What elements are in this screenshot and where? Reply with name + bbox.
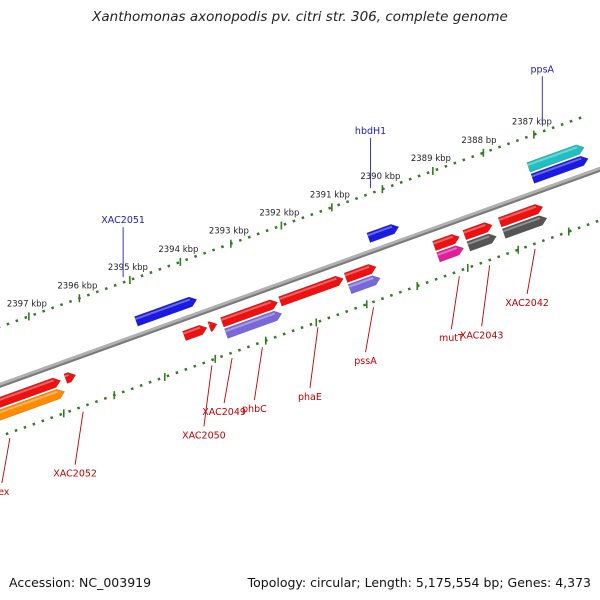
feature-label: XAC2042: [505, 298, 549, 309]
feature-highlight: [531, 157, 582, 178]
ruler-tick-label: 2396 kbp: [57, 281, 97, 291]
feature-highlight: [463, 223, 486, 234]
accession-text: Accession: NC_003919: [9, 575, 152, 590]
feature-highlight: [0, 379, 54, 401]
feature-arrow: [526, 144, 585, 173]
ruler-tick-label: 2388 bp: [461, 136, 496, 146]
label-leader: [1, 437, 11, 484]
forward-strand-features: [134, 144, 589, 327]
map-title: Xanthomonas axonopodis pv. citri str. 30…: [92, 9, 508, 25]
feature-highlight: [467, 235, 490, 245]
label-leader: [309, 327, 319, 389]
backbone-line: [0, 166, 600, 388]
feature-arrow: [220, 299, 279, 328]
feature-highlight: [502, 217, 541, 233]
feature-arrow: [0, 388, 66, 421]
ruler-forward: 2397 kbp 2396 kbp 2395 kbp 2394 kbp 2393 kbp…: [0, 115, 585, 329]
ruler-tick-label: 2391 kbp: [310, 190, 350, 200]
ruler-dots: [0, 218, 600, 438]
feature-highlight: [64, 373, 70, 378]
feature-label: pssA: [354, 356, 377, 367]
feature-highlight: [344, 265, 370, 277]
ruler-tick-label: 2397 kbp: [7, 299, 47, 309]
ruler-dots: [0, 115, 585, 329]
feature-highlight: [498, 205, 537, 221]
feature-arrow: [530, 155, 589, 184]
feature-highlight: [183, 326, 201, 335]
feature-label: tex: [0, 487, 10, 498]
ruler-tick-label: 2390 kbp: [360, 172, 400, 182]
feature-label: mutT: [439, 333, 464, 344]
label-leader: [203, 365, 213, 427]
feature-highlight: [278, 277, 337, 301]
feature-highlight: [220, 301, 272, 321]
feature-arrow: [462, 222, 493, 241]
ruler-tick-label: 2394 kbp: [158, 245, 198, 255]
ruler-tick-label: 2389 kbp: [411, 154, 451, 164]
feature-highlight: [437, 247, 457, 256]
feature-highlight: [433, 235, 453, 245]
feature-arrow: [436, 245, 464, 263]
feature-arrow: [0, 377, 61, 408]
label-leader: [74, 411, 84, 465]
ruler-reverse: [0, 218, 600, 438]
label-leader: [365, 307, 374, 353]
feature-label: hbdH1: [355, 126, 386, 137]
ruler-tick-label: 2395 kbp: [108, 263, 148, 273]
feature-arrow: [347, 275, 381, 295]
feature-arrow: [366, 223, 400, 243]
feature-arrow: [63, 372, 77, 384]
backbone-shadow: [0, 169, 600, 388]
feature-label: phaE: [298, 392, 322, 403]
feature-arrow: [432, 234, 460, 252]
feature-label: XAC2050: [182, 430, 226, 441]
ruler-tick-label: 2393 kbp: [209, 227, 249, 237]
label-leader: [481, 265, 491, 327]
feature-highlight: [0, 390, 58, 414]
genome-stats: Topology: circular; Length: 5,175,554 bp…: [247, 575, 591, 590]
genome-backbone: [0, 166, 600, 388]
ruler-tick-label: 2392 kbp: [259, 209, 299, 219]
feature-label: XAC2043: [460, 330, 504, 341]
feature-arrow: [278, 275, 344, 307]
feature-arrow: [501, 215, 548, 239]
label-leader: [526, 248, 536, 295]
feature-highlight: [134, 298, 191, 320]
feature-label: ppsA: [531, 64, 555, 75]
feature-arrow: [207, 321, 218, 332]
reverse-strand-features: [0, 204, 548, 421]
feature-highlight: [348, 277, 374, 288]
label-leader: [450, 276, 460, 330]
feature-arrow: [134, 296, 198, 327]
feature-arrow: [497, 204, 544, 228]
feature-labels: ppsA hbdH1 XAC2051 tex XAC2052 XAC2050 XAC2049…: [0, 64, 555, 498]
feature-highlight: [367, 225, 393, 237]
label-leader: [223, 357, 233, 404]
feature-arrow: [343, 264, 377, 283]
label-leader: [253, 347, 263, 401]
feature-highlight: [208, 323, 211, 326]
feature-arrow: [182, 324, 208, 342]
feature-label: XAC2052: [53, 469, 97, 480]
feature-arrow: [224, 310, 283, 339]
feature-label: phbC: [242, 404, 267, 415]
ruler-tick-label: 2387 kbp: [512, 118, 552, 128]
feature-highlight: [224, 312, 276, 333]
feature-arrow: [466, 233, 497, 252]
feature-label: XAC2051: [101, 215, 145, 226]
feature-highlight: [527, 146, 578, 166]
feature-label: XAC2049: [202, 407, 246, 418]
